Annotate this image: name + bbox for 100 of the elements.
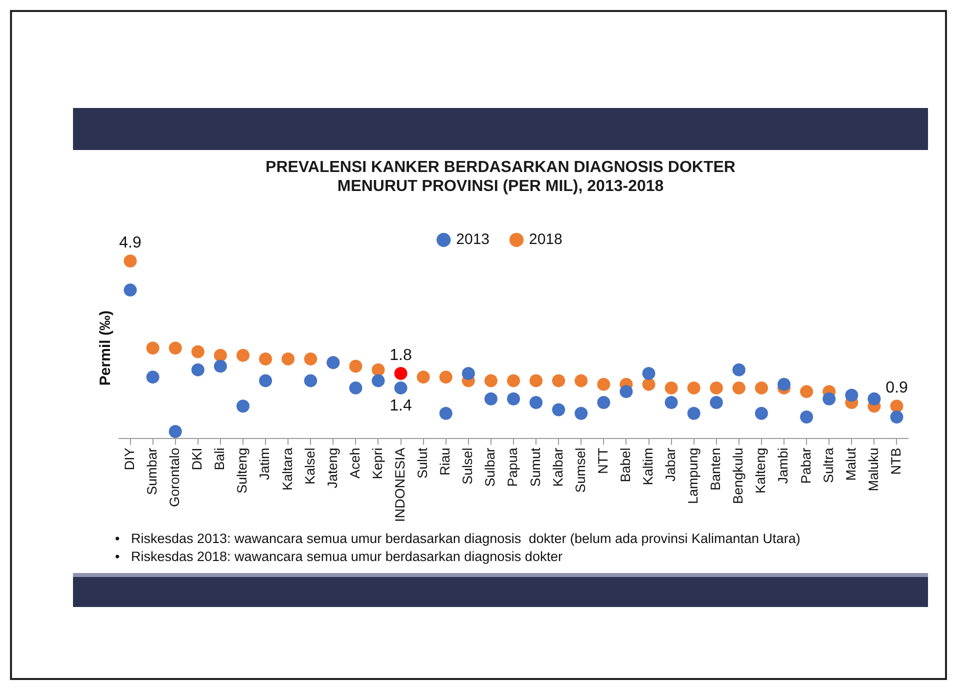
point: [687, 381, 700, 394]
point: [282, 352, 295, 366]
legend-label: 2018: [529, 231, 562, 248]
point: [732, 363, 746, 376]
point: [800, 385, 814, 398]
point: [394, 366, 408, 380]
point: [146, 342, 160, 355]
x-tick-label: NTB: [888, 448, 904, 475]
data-label: 1.4: [390, 397, 412, 414]
point: [507, 392, 520, 406]
point: [191, 363, 204, 376]
point: [214, 348, 227, 362]
point: [754, 406, 768, 420]
point: [236, 400, 250, 413]
point: [124, 284, 137, 297]
point: [484, 392, 498, 406]
x-tick-label: Sulbar: [482, 447, 498, 487]
point: [664, 381, 678, 394]
x-tick-label: Aceh: [347, 448, 362, 479]
point: [259, 374, 272, 388]
x-tick-label: DKI: [190, 448, 205, 470]
point: [620, 385, 633, 398]
point: [732, 381, 746, 394]
x-tick-label: Riau: [438, 448, 453, 476]
x-tick-label: Lampung: [686, 448, 701, 504]
x-tick-label: INDONESIA: [392, 448, 408, 522]
point: [642, 366, 656, 380]
point: [146, 370, 160, 384]
x-tick-label: Sumut: [528, 448, 543, 487]
point: [778, 378, 791, 391]
point: [236, 348, 250, 362]
point: [574, 406, 588, 420]
point: [191, 345, 204, 358]
x-tick-label: Kepri: [370, 448, 385, 480]
data-label: 4.9: [119, 234, 142, 252]
x-tick-label: Sumsel: [572, 448, 588, 493]
data-label: 1.8: [390, 346, 412, 364]
point: [530, 374, 543, 388]
point: [710, 396, 723, 409]
point: [754, 381, 768, 394]
point: [597, 378, 610, 391]
x-tick-label: Malut: [843, 447, 858, 481]
point: [372, 363, 385, 376]
x-tick-label: Kalsel: [302, 448, 318, 485]
point: [168, 342, 182, 355]
point: [462, 366, 475, 380]
point: [845, 388, 858, 402]
x-tick-label: Jatim: [257, 448, 272, 480]
point: [168, 424, 182, 438]
point: [868, 392, 881, 406]
x-tick-label: Sulsel: [460, 448, 476, 485]
point: [304, 374, 318, 388]
point: [800, 410, 814, 424]
point: [642, 378, 656, 391]
x-tick-label: Papua: [505, 447, 520, 487]
x-tick-label: Sulut: [415, 448, 430, 479]
point: [416, 370, 430, 384]
x-tick-label: Bengkulu: [730, 448, 746, 504]
x-tick-label: Kalteng: [753, 448, 768, 494]
point: [439, 370, 452, 384]
point: [552, 374, 566, 388]
point: [687, 406, 700, 420]
text: • Riskesdas 2013: wawancara semua umur berdasarkan diagnosis dokter (belum ada provinsi Kalimantan Utara): [115, 530, 800, 548]
x-tick-label: DIY: [122, 448, 137, 470]
x-tick-label: Kaltim: [640, 448, 656, 486]
x-tick-label: Babel: [618, 448, 633, 482]
point: [349, 381, 362, 394]
x-tick-label: Gorontalo: [167, 448, 182, 508]
x-tick-label: Bali: [212, 448, 228, 470]
point: [214, 360, 227, 373]
legend-label: 2013: [456, 231, 490, 248]
x-tick-label: Sultra: [820, 447, 836, 484]
point: [552, 403, 566, 416]
x-tick-label: Sumbar: [144, 447, 160, 496]
x-tick-label: NTT: [595, 448, 610, 474]
point: [574, 374, 588, 388]
x-tick-label: Pabar: [798, 447, 814, 484]
point: [394, 381, 408, 394]
point: [507, 374, 520, 388]
x-tick-label: Jateng: [324, 448, 340, 488]
point: [484, 374, 498, 388]
data-label: 0.9: [886, 380, 908, 396]
point: [349, 360, 362, 373]
point: [664, 396, 678, 409]
point: [822, 392, 836, 406]
point: [890, 400, 904, 413]
point: [304, 352, 318, 366]
x-tick-label: Jabar: [663, 447, 678, 482]
y-axis-title: Permil (‰): [97, 310, 114, 386]
point: [372, 374, 385, 388]
point: [530, 396, 543, 409]
point: [710, 381, 723, 394]
point: [259, 352, 272, 366]
x-tick-label: Jambi: [776, 448, 791, 484]
x-tick-label: Kaltara: [280, 447, 295, 491]
x-tick-label: Kalbar: [550, 447, 566, 487]
x-tick-label: Maluku: [866, 448, 881, 492]
point: [124, 254, 137, 268]
point: [439, 406, 452, 420]
chart-title: PREVALENSI KANKER BERDASARKAN DIAGNOSIS DOKTER MENURUT PROVINSI (PER MIL), 2013-2018: [266, 159, 736, 196]
